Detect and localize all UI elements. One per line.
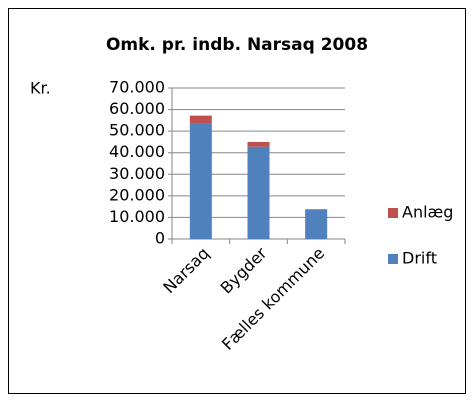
legend-label: Anlæg	[402, 203, 453, 222]
y-tick-label: 40.000	[109, 142, 165, 161]
bar	[247, 146, 270, 239]
y-tick-label: 0	[155, 229, 165, 248]
legend-swatch	[388, 254, 398, 264]
y-tick-label: 20.000	[109, 185, 165, 204]
y-tick-label: 10.000	[109, 207, 165, 226]
y-axis-label: Kr.	[30, 79, 51, 98]
bar	[189, 115, 212, 124]
bar	[247, 141, 270, 147]
legend-swatch	[388, 208, 398, 218]
chart-border	[8, 8, 466, 394]
y-tick-label: 60.000	[109, 99, 165, 118]
y-tick-label: 70.000	[109, 78, 165, 97]
bar	[189, 123, 212, 239]
y-tick-label: 30.000	[109, 164, 165, 183]
bar	[305, 209, 328, 239]
legend-label: Drift	[402, 249, 437, 268]
y-tick-label: 50.000	[109, 121, 165, 140]
chart-title: Omk. pr. indb. Narsaq 2008	[106, 35, 368, 55]
